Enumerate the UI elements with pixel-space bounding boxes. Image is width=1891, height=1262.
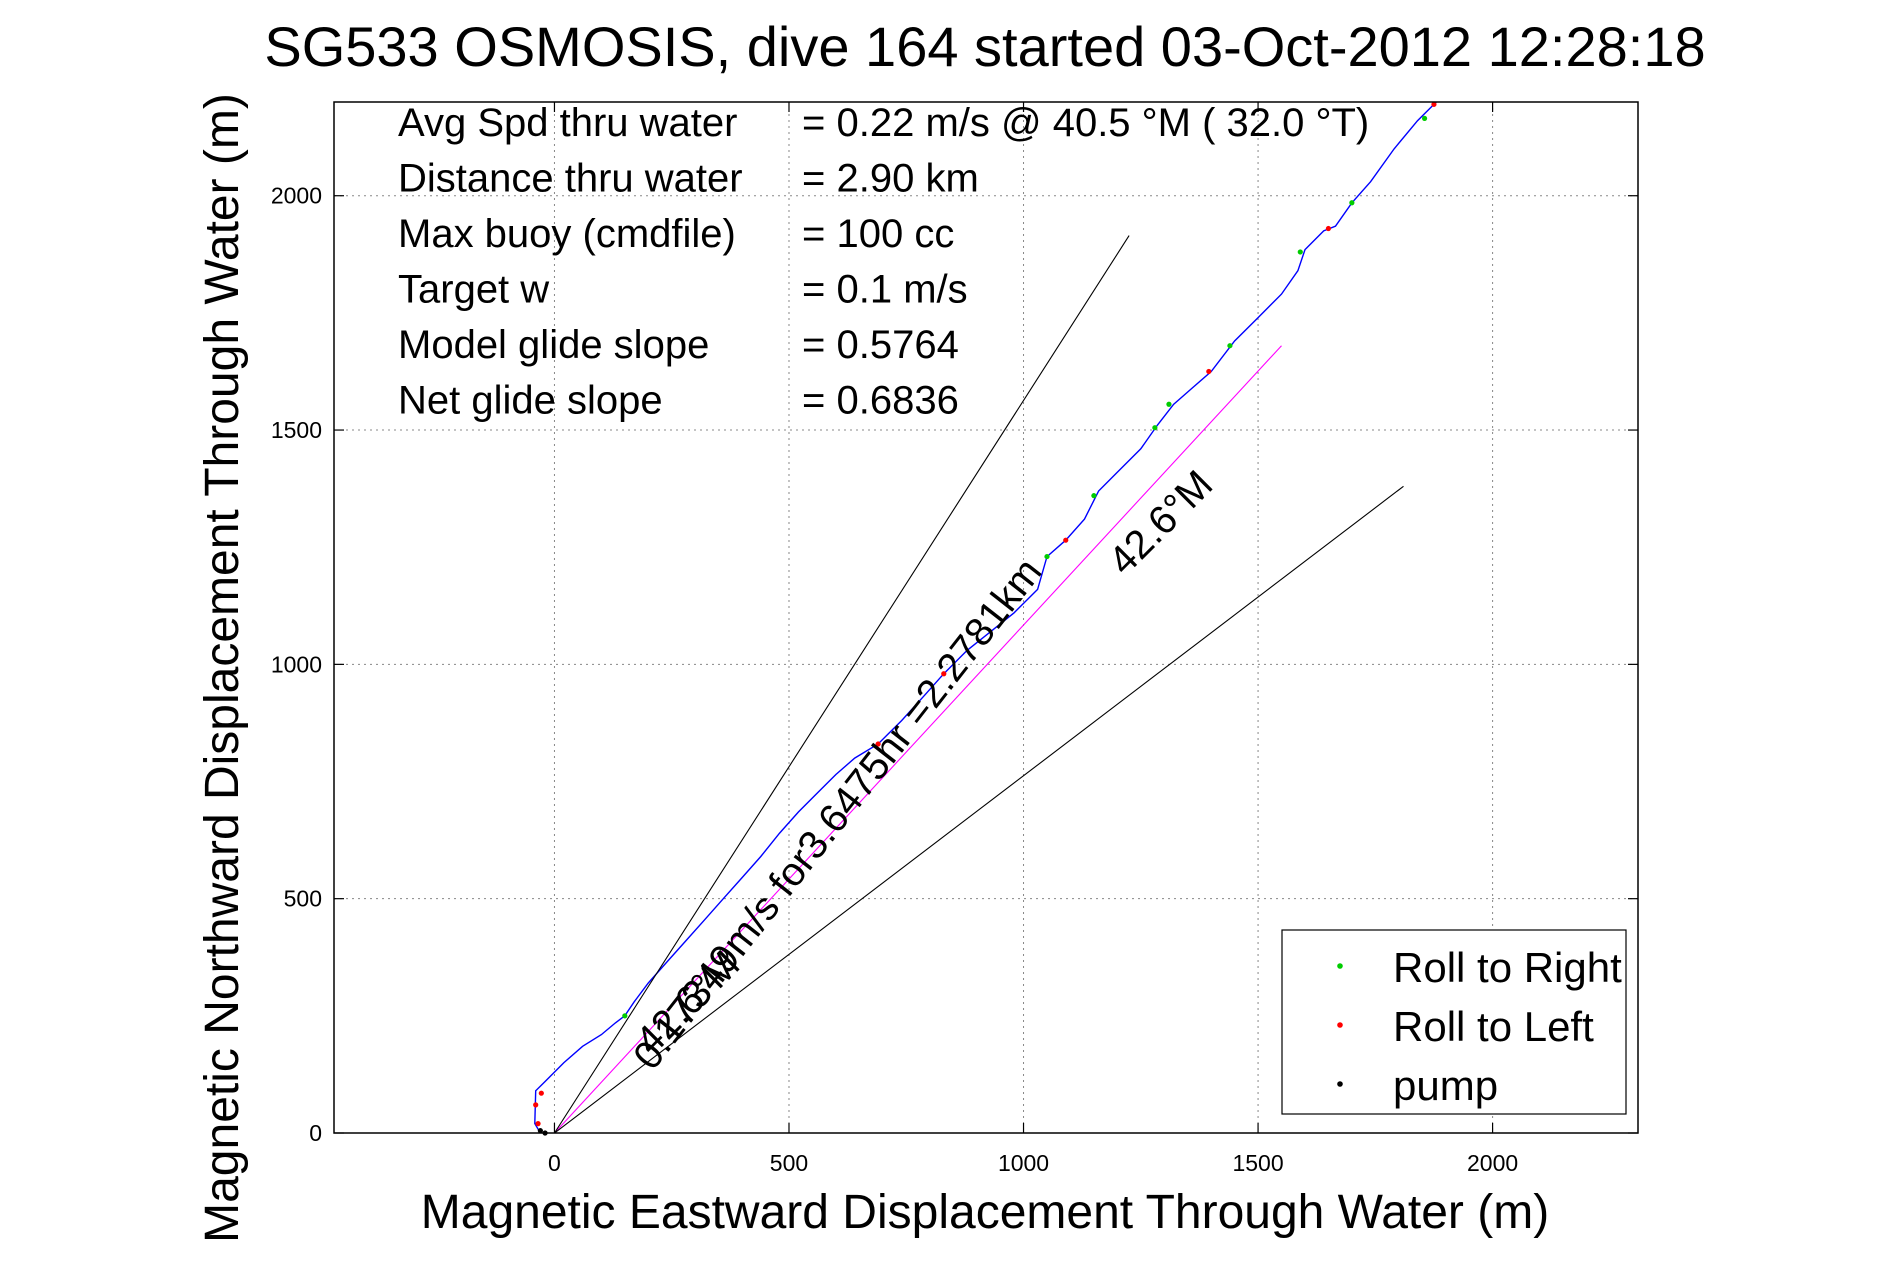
marker-roll-to-right (1091, 493, 1097, 499)
y-tick-label: 0 (309, 1120, 322, 1146)
info-value: = 100 cc (802, 212, 954, 256)
plot-frame (333, 101, 1639, 1134)
annotations: 42.6°M42.6°M0.17349m/s for3.6475hr =2.27… (625, 462, 1221, 1077)
marker-roll-to-left (1431, 101, 1437, 107)
series-cone_upper (554, 235, 1130, 1134)
info-label: Distance thru water (398, 157, 743, 201)
info-label: Avg Spd thru water (398, 101, 737, 145)
marker-roll-to-left (535, 1121, 541, 1127)
x-axis-label: Magnetic Eastward Displacement Through W… (421, 1186, 1549, 1239)
info-label: Net glide slope (398, 379, 663, 423)
marker-roll-to-left (875, 741, 881, 747)
info-value: = 0.5764 (802, 323, 959, 367)
chart-title: SG533 OSMOSIS, dive 164 started 03-Oct-2… (264, 15, 1705, 78)
marker-roll-to-left (1063, 537, 1069, 543)
marker-roll-to-right (1152, 425, 1158, 431)
info-label: Max buoy (cmdfile) (398, 212, 736, 256)
marker-roll-to-left (941, 671, 947, 677)
speed-summary-label: 0.17349m/s for3.6475hr =2.2781km (625, 550, 1051, 1077)
info-value: = 2.90 km (802, 157, 979, 201)
plot-layer (533, 101, 1437, 1136)
info-value: = 0.22 m/s @ 40.5 °M ( 32.0 °T) (802, 101, 1369, 145)
info-label: Target w (398, 268, 549, 312)
x-tick-label: 1000 (998, 1150, 1049, 1176)
legend: Roll to Right Roll to Left pump (1281, 929, 1627, 1115)
marker-roll-to-right (1297, 249, 1303, 255)
marker-roll-to-right (1166, 401, 1172, 407)
marker-pump (537, 1128, 543, 1134)
tick-layer: 0 500 1000 1500 2000 0 500 1000 1500 2000 (271, 102, 1638, 1176)
x-tick-label: 500 (770, 1150, 808, 1176)
legend-label: pump (1393, 1062, 1498, 1109)
info-panel: Avg Spd thru water = 0.22 m/s @ 40.5 °M (… (398, 101, 1369, 423)
x-tick-label: 0 (548, 1150, 561, 1176)
marker-roll-to-right (622, 1013, 628, 1019)
marker-roll-to-left (1206, 368, 1212, 375)
y-tick-label: 500 (284, 886, 322, 912)
marker-roll-to-right (1421, 115, 1428, 122)
legend-marker (1337, 963, 1343, 969)
info-value: = 0.1 m/s (802, 268, 968, 312)
marker-roll-to-right (1349, 200, 1355, 206)
y-tick-label: 1500 (271, 417, 322, 443)
legend-label: Roll to Right (1393, 944, 1622, 991)
series-track (534, 101, 1437, 1134)
marker-roll-to-right (1227, 343, 1233, 349)
marker-roll-to-left (538, 1090, 544, 1096)
info-value: = 0.6836 (802, 379, 959, 423)
marker-roll-to-right (1044, 553, 1050, 560)
marker-roll-to-left (1325, 225, 1332, 232)
x-tick-label: 2000 (1467, 1150, 1518, 1176)
y-axis-label: Magnetic Northward Displacement Through … (196, 93, 249, 1243)
marker-roll-to-left (533, 1102, 539, 1108)
legend-marker (1337, 1081, 1343, 1087)
legend-marker (1337, 1022, 1343, 1028)
y-tick-label: 2000 (271, 183, 322, 209)
series-cone_lower (554, 485, 1404, 1134)
info-label: Model glide slope (398, 323, 709, 367)
x-tick-label: 1500 (1232, 1150, 1283, 1176)
series-net_track (554, 345, 1282, 1134)
y-tick-label: 1000 (271, 651, 322, 677)
legend-label: Roll to Left (1393, 1003, 1594, 1050)
